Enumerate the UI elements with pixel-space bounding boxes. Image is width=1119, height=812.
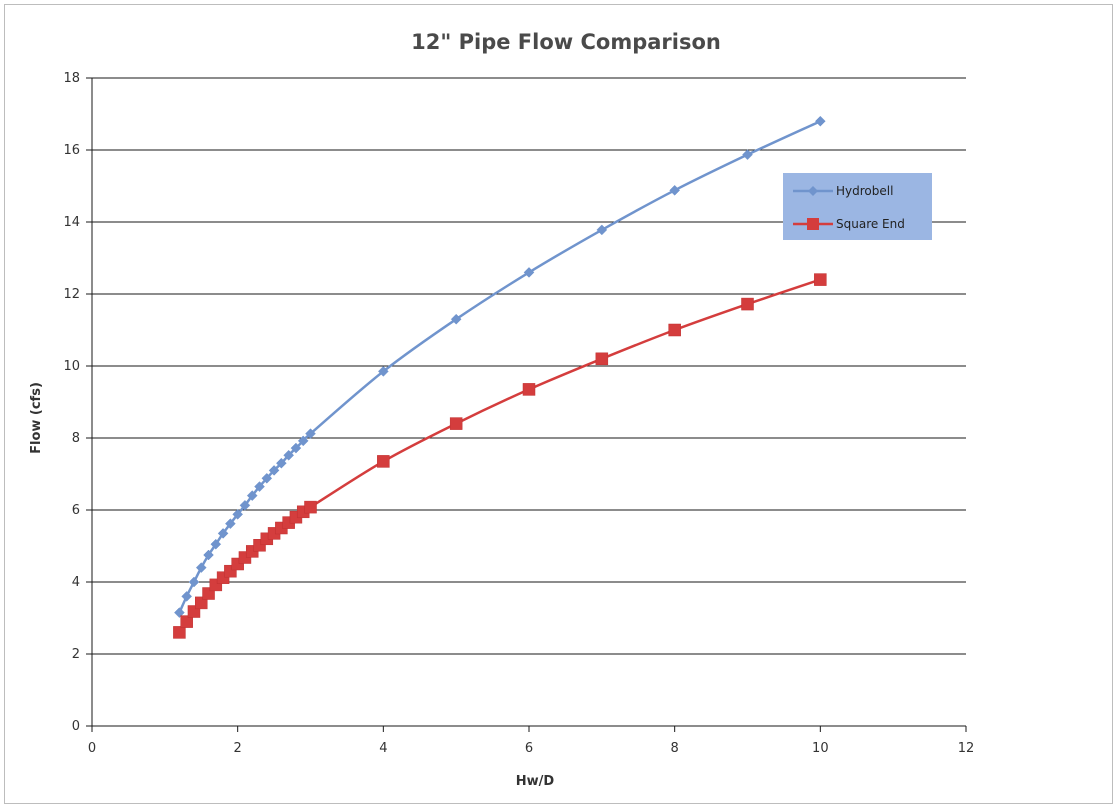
data-point-hydrobell <box>246 490 258 501</box>
data-point-hydrobell <box>203 549 214 561</box>
chart-frame: 12" Pipe Flow Comparison 0 2 4 6 8 10 12 14 16 18… <box>4 4 1113 804</box>
data-point-hydrobell <box>268 465 280 476</box>
data-point-square-end <box>595 352 609 366</box>
series-layer <box>173 115 827 639</box>
data-point-hydrobell <box>261 472 273 484</box>
y-tick-label: 12 <box>63 287 80 302</box>
y-axis-title: Flow (cfs) <box>29 382 44 454</box>
y-tick-label: 0 <box>72 719 80 734</box>
series-line-square-end <box>178 278 821 634</box>
y-tick-label: 16 <box>63 143 80 158</box>
data-point-hydrobell <box>188 576 200 588</box>
data-point-hydrobell <box>174 607 185 618</box>
gridlines <box>92 77 966 655</box>
data-point-square-end <box>522 383 536 396</box>
legend-label-hydrobell: Hydrobell <box>836 184 893 198</box>
data-point-hydrobell <box>596 224 608 236</box>
legend-marker-square-end <box>807 218 819 230</box>
y-tick-label: 6 <box>72 503 80 518</box>
line-chart: 12" Pipe Flow Comparison 0 2 4 6 8 10 12 14 16 18… <box>29 30 974 789</box>
y-tick-label: 4 <box>72 575 80 590</box>
data-point-hydrobell <box>254 481 265 492</box>
x-tick-label: 0 <box>88 741 96 756</box>
x-tick-label: 10 <box>812 741 829 756</box>
data-point-hydrobell <box>742 149 753 161</box>
y-tick-label: 8 <box>72 431 80 446</box>
y-tick-label: 14 <box>63 215 80 230</box>
data-point-square-end <box>195 596 208 610</box>
data-point-hydrobell <box>217 528 229 539</box>
legend: Hydrobell Square End <box>783 173 932 240</box>
data-point-hydrobell <box>305 428 316 440</box>
data-point-square-end <box>449 417 463 430</box>
series-square-end <box>173 273 827 639</box>
legend-label-square-end: Square End <box>836 217 905 231</box>
data-point-hydrobell <box>232 508 244 520</box>
x-tick-labels: 0 2 4 6 8 10 12 <box>88 741 974 756</box>
series-hydrobell <box>174 115 826 618</box>
data-point-square-end <box>304 500 317 514</box>
data-point-hydrobell <box>297 435 309 447</box>
x-tick-label: 4 <box>379 741 387 756</box>
data-point-square-end <box>377 455 390 468</box>
data-point-hydrobell <box>290 442 302 454</box>
y-tick-label: 2 <box>72 647 80 662</box>
data-point-square-end <box>741 297 754 311</box>
y-tick-label: 18 <box>63 71 80 86</box>
data-point-hydrobell <box>669 184 681 196</box>
x-tick-label: 8 <box>671 741 679 756</box>
data-point-square-end <box>173 626 186 639</box>
data-point-hydrobell <box>181 591 193 602</box>
data-point-hydrobell <box>814 115 826 127</box>
data-point-hydrobell <box>450 313 462 325</box>
x-axis-title: Hw/D <box>516 774 555 789</box>
data-point-hydrobell <box>210 538 222 550</box>
legend-marker-hydrobell <box>808 186 818 196</box>
chart-title: 12" Pipe Flow Comparison <box>411 30 721 54</box>
x-tick-label: 2 <box>234 741 242 756</box>
y-tick-labels: 0 2 4 6 8 10 12 14 16 18 <box>63 71 80 734</box>
data-point-square-end <box>814 273 827 286</box>
axes <box>86 77 967 732</box>
x-tick-label: 12 <box>958 741 975 756</box>
data-point-hydrobell <box>523 267 535 278</box>
data-point-hydrobell <box>239 499 251 511</box>
data-point-hydrobell <box>283 449 295 461</box>
data-point-square-end <box>668 323 681 337</box>
data-point-hydrobell <box>195 562 207 573</box>
data-point-hydrobell <box>225 518 236 530</box>
y-tick-label: 10 <box>63 359 80 374</box>
data-point-hydrobell <box>276 457 287 469</box>
x-tick-label: 6 <box>525 741 533 756</box>
data-point-square-end <box>180 615 193 628</box>
data-point-hydrobell <box>377 366 389 377</box>
